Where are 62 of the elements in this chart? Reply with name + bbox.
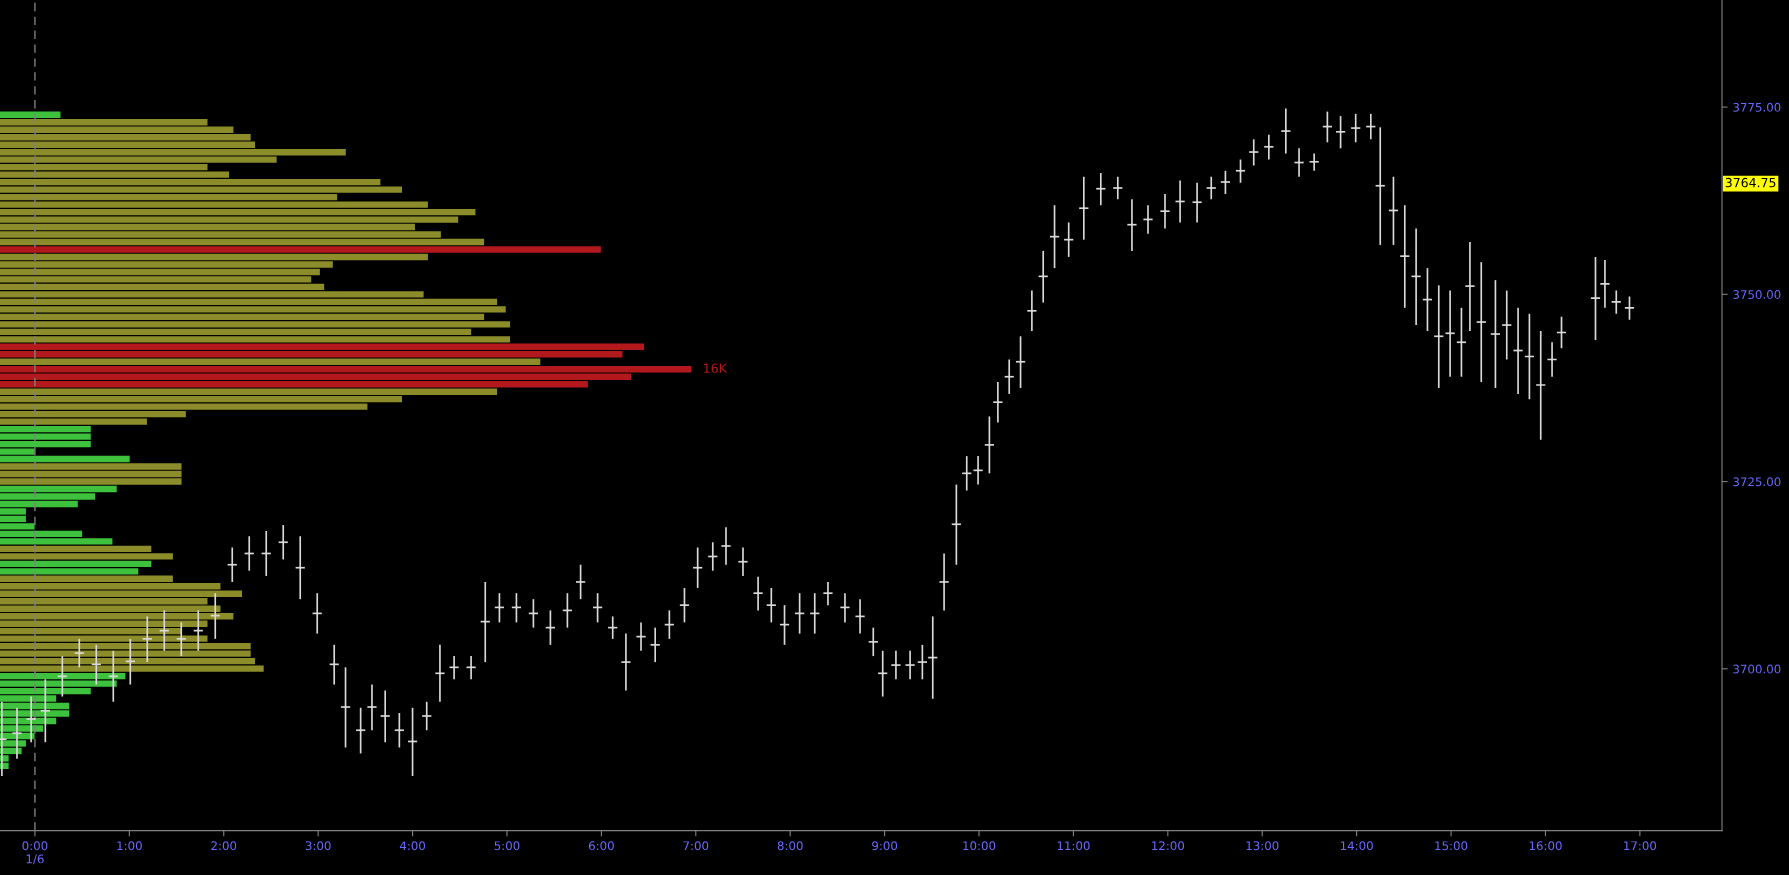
- x-tick-label: 10:00: [963, 841, 996, 851]
- candlestick: [466, 655, 476, 681]
- candlestick: [12, 706, 22, 760]
- candlestick: [1600, 259, 1610, 309]
- x-tick-label: 7:00: [683, 841, 709, 851]
- y-tick-label: 3775.00: [1733, 102, 1781, 112]
- candlestick: [1192, 181, 1202, 224]
- y-tick-label: 3725.00: [1733, 477, 1781, 487]
- candlestick: [721, 526, 731, 566]
- x-tick-label: 6:00: [588, 841, 614, 851]
- x-tick-label: 4:00: [399, 841, 426, 851]
- bar: [0, 358, 541, 365]
- candlestick: [1160, 193, 1170, 230]
- candlestick: [1590, 256, 1601, 341]
- candlestick: [435, 644, 445, 703]
- y-tick-label: 3750.00: [1733, 290, 1781, 299]
- x-tick-label: 13:00: [1246, 841, 1279, 851]
- x-tick-label: 0:00 1/6: [22, 841, 48, 865]
- candlestick: [738, 546, 748, 577]
- candlestick: [984, 415, 995, 475]
- candlestick: [753, 575, 763, 612]
- candlestick: [367, 683, 377, 732]
- text: 3764.75: [1725, 177, 1776, 188]
- candlestick: [340, 666, 351, 749]
- candlestick: [1445, 289, 1455, 378]
- candlestick: [1456, 306, 1467, 378]
- x-tick-label: 15:00: [1435, 841, 1468, 851]
- candlestick: [1490, 279, 1501, 389]
- x-tick-label: 11:00: [1057, 841, 1090, 851]
- y-tick-label: 3700.00: [1733, 664, 1781, 674]
- candlestick: [993, 381, 1003, 424]
- candlestick: [449, 655, 459, 681]
- x-tick-label: 3:00: [305, 841, 331, 851]
- candlestick: [1624, 295, 1635, 321]
- candlestick: [1015, 335, 1026, 389]
- candlestick: [679, 587, 690, 624]
- candlestick: [1235, 158, 1246, 184]
- candlestick: [1127, 198, 1137, 252]
- x-tick-label: 16:00: [1529, 841, 1562, 851]
- x-tick-label: 2:00: [211, 841, 237, 851]
- candlestick: [823, 581, 833, 606]
- candlestick: [621, 632, 631, 692]
- candlestick: [1049, 204, 1060, 269]
- candlestick: [1465, 241, 1475, 332]
- candlestick: [891, 650, 901, 681]
- x-tick-label: 17:00: [1624, 841, 1657, 851]
- x-tick-label: 12:00: [1152, 841, 1185, 851]
- bar: [0, 119, 208, 126]
- x-tick-label: 5:00: [494, 841, 520, 851]
- candlestick: [905, 650, 915, 681]
- candlestick: [575, 563, 586, 601]
- candlestick: [1335, 115, 1346, 150]
- data-label: 16K: [704, 363, 728, 373]
- candlestick: [939, 552, 949, 612]
- bar: [0, 366, 692, 373]
- candlestick: [1220, 169, 1231, 195]
- x-tick-label: 14:00: [1340, 841, 1373, 851]
- x-tick-label: 8:00: [777, 841, 803, 851]
- x-tick-label: 1:00: [117, 841, 142, 851]
- bar: [0, 246, 601, 253]
- x-tick-label: 9:00: [872, 841, 898, 851]
- bar: [0, 111, 61, 118]
